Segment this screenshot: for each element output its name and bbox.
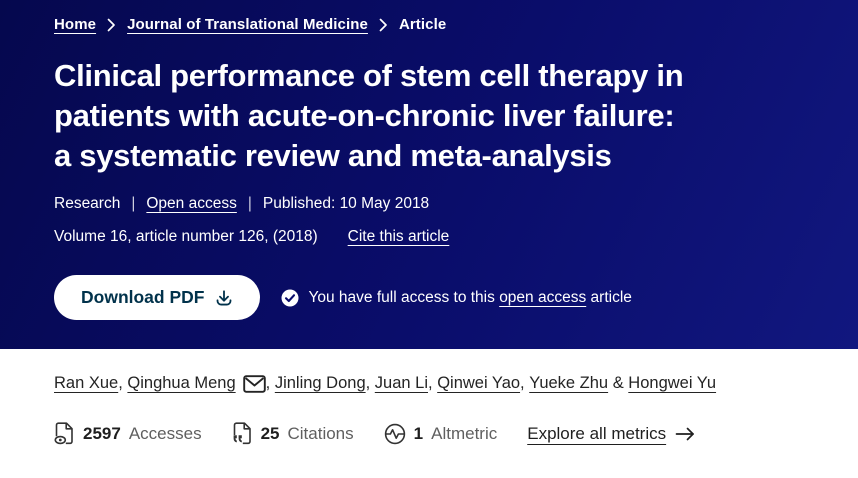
author-link-qinghua-meng[interactable]: Qinghua Meng: [127, 374, 236, 392]
metric-label: Altmetric: [431, 423, 498, 443]
author-separator: &: [608, 374, 629, 392]
author-link-ran-xue[interactable]: Ran Xue: [54, 374, 119, 392]
breadcrumb-item-article: Article: [398, 16, 447, 33]
altmetric-icon: [384, 423, 406, 445]
article-header-banner: Home Journal of Translational Medicine Art…: [0, 0, 858, 349]
author-link-qinwei-yao[interactable]: Qinwei Yao: [437, 374, 521, 392]
metric-value: 2597: [83, 423, 121, 443]
volume-row: Volume 16, article number 126, (2018) Ci…: [54, 228, 804, 246]
author-link-yueke-zhu[interactable]: Yueke Zhu: [529, 374, 609, 392]
full-access-note: You have full access to this open access…: [281, 289, 632, 307]
accesses-icon: [54, 422, 75, 445]
page-title-line: patients with acute-on-chronic liver fai…: [54, 98, 675, 133]
article-info-section: Ran Xue, Qinghua Meng, Jinling Dong, Jua…: [0, 349, 858, 445]
access-note-text: You have full access to this open access…: [308, 289, 631, 307]
author-list: Ran Xue, Qinghua Meng, Jinling Dong, Jua…: [54, 374, 804, 393]
access-note-suffix: article: [590, 288, 632, 306]
explore-all-metrics-label: Explore all metrics: [527, 423, 667, 443]
author-separator: ,: [428, 374, 438, 392]
author-separator: ,: [520, 374, 530, 392]
meta-separator: |: [247, 195, 252, 212]
open-access-link[interactable]: Open access: [146, 195, 237, 212]
author-separator: ,: [118, 374, 128, 392]
page-title-line: a systematic review and meta-analysis: [54, 138, 612, 173]
metric-citations: 25 Citations: [232, 422, 354, 445]
breadcrumb-item-journal-of-translational-medicine[interactable]: Journal of Translational Medicine: [127, 16, 368, 33]
check-circle-icon: [281, 289, 299, 307]
download-pdf-label: Download PDF: [81, 287, 205, 307]
metrics-row: 2597 Accesses 25 Citations 1 Altmetric Explor…: [54, 422, 804, 445]
metric-altmetric: 1 Altmetric: [384, 423, 498, 445]
author-separator: ,: [265, 374, 275, 392]
explore-all-metrics-link[interactable]: Explore all metrics: [527, 424, 695, 444]
chevron-right-icon: [379, 18, 388, 32]
metric-value: 1: [413, 423, 424, 443]
metric-label: Accesses: [128, 423, 202, 443]
breadcrumb: Home Journal of Translational Medicine Art…: [54, 16, 804, 33]
article-meta-row: Research | Open access | Published: 10 M…: [54, 195, 804, 213]
cite-this-article-link[interactable]: Cite this article: [347, 228, 450, 245]
access-note-open-access-link[interactable]: open access: [499, 288, 587, 306]
arrow-right-icon: [675, 427, 695, 441]
page-title: Clinical performance of stem cell therap…: [54, 56, 804, 176]
author-link-juan-li[interactable]: Juan Li: [374, 374, 429, 392]
access-note-prefix: You have full access to this: [308, 288, 495, 306]
metric-accesses: 2597 Accesses: [54, 422, 202, 445]
chevron-right-icon: [107, 18, 116, 32]
actions-row: Download PDF You have full access to thi…: [54, 275, 804, 320]
download-icon: [215, 289, 233, 307]
article-type-label: Research: [54, 195, 121, 212]
volume-info: Volume 16, article number 126, (2018): [54, 228, 318, 245]
meta-separator: |: [131, 195, 136, 212]
published-date: Published: 10 May 2018: [262, 195, 430, 212]
breadcrumb-item-home[interactable]: Home: [54, 16, 97, 33]
author-separator: ,: [365, 374, 375, 392]
author-link-hongwei-yu[interactable]: Hongwei Yu: [628, 374, 717, 392]
author-link-jinling-dong[interactable]: Jinling Dong: [274, 374, 366, 392]
email-author-icon[interactable]: [242, 374, 266, 393]
metric-value: 25: [260, 423, 280, 443]
download-pdf-button[interactable]: Download PDF: [54, 275, 261, 320]
page-title-line: Clinical performance of stem cell therap…: [54, 58, 684, 93]
citations-icon: [232, 422, 253, 445]
metric-label: Citations: [287, 423, 354, 443]
